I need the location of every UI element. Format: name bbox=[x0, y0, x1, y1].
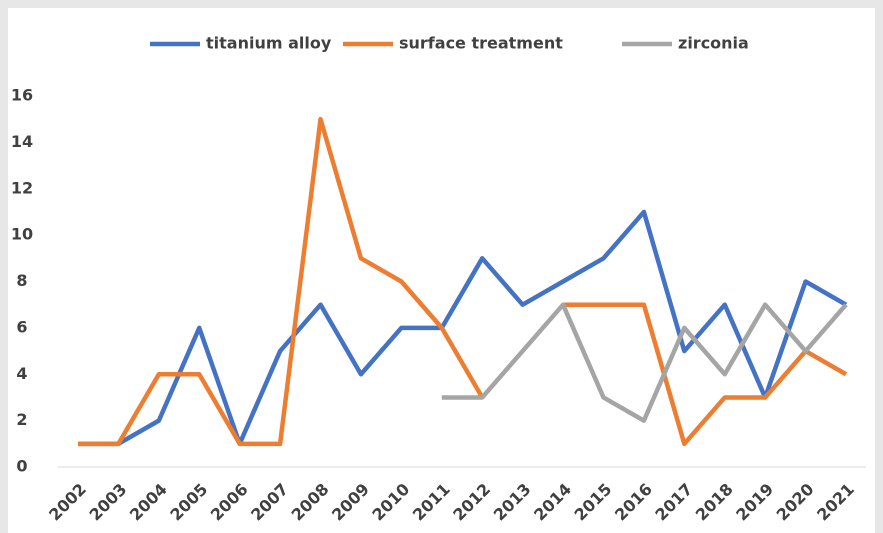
y-tick-label: 6 bbox=[16, 317, 27, 336]
y-tick-label: 0 bbox=[16, 457, 27, 476]
y-tick-label: 16 bbox=[11, 86, 33, 105]
y-tick-label: 12 bbox=[11, 178, 33, 197]
y-tick-label: 2 bbox=[16, 410, 27, 429]
y-tick-label: 8 bbox=[16, 271, 27, 290]
line-series bbox=[78, 116, 848, 447]
line-series bbox=[78, 209, 848, 447]
legend-label: surface treatment bbox=[399, 34, 563, 53]
y-tick-label: 4 bbox=[16, 364, 27, 383]
line-series bbox=[441, 302, 848, 423]
legend-label: titanium alloy bbox=[206, 34, 332, 53]
plot-background bbox=[8, 8, 875, 533]
y-tick-label: 10 bbox=[11, 225, 33, 244]
legend-label: zirconia bbox=[678, 34, 749, 53]
y-tick-label: 14 bbox=[11, 132, 33, 151]
